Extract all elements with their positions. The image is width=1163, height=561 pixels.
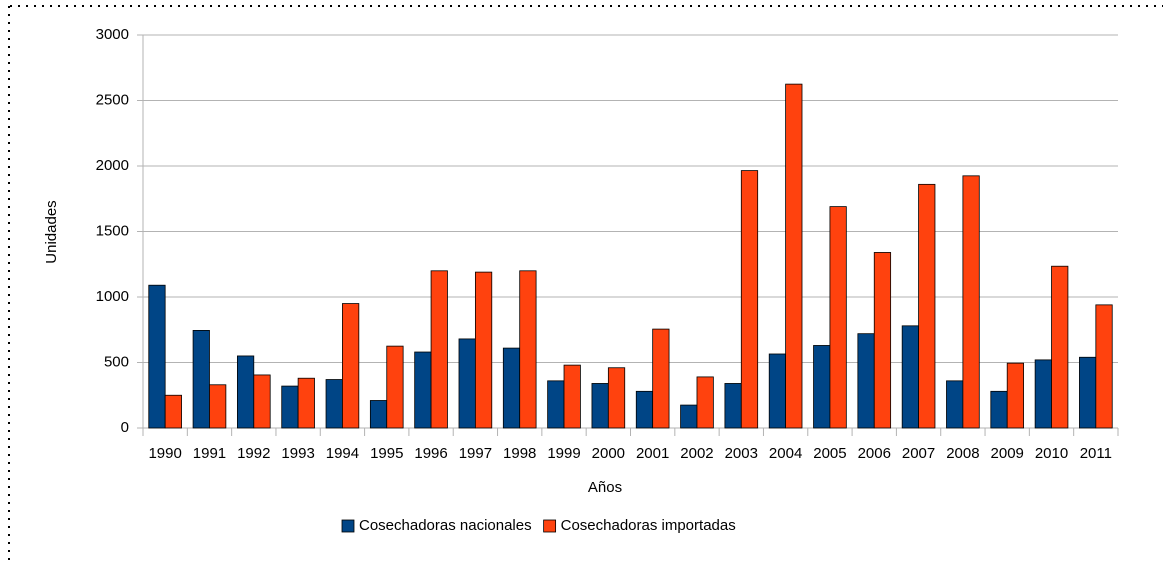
y-axis-label: Unidades bbox=[43, 200, 60, 263]
bar bbox=[563, 364, 581, 429]
bar bbox=[829, 206, 847, 429]
bar bbox=[458, 338, 476, 429]
bar bbox=[502, 347, 521, 429]
bar bbox=[607, 367, 626, 429]
bar bbox=[901, 325, 919, 429]
bar bbox=[1051, 265, 1069, 429]
x-tick-label: 1998 bbox=[503, 445, 536, 462]
bar bbox=[519, 270, 537, 429]
x-tick-label: 2010 bbox=[1035, 445, 1068, 462]
y-tick-label: 1500 bbox=[96, 222, 129, 239]
bar bbox=[281, 385, 299, 429]
bar bbox=[857, 333, 875, 429]
bar bbox=[430, 270, 448, 429]
x-tick-label: 2011 bbox=[1080, 445, 1112, 462]
x-tick-label: 2004 bbox=[769, 445, 802, 462]
legend-swatch bbox=[543, 519, 557, 533]
x-tick-label: 2006 bbox=[858, 445, 891, 462]
bar bbox=[386, 345, 404, 429]
bar bbox=[342, 303, 360, 429]
bar bbox=[1095, 304, 1113, 429]
bar bbox=[768, 353, 787, 429]
bar bbox=[740, 170, 759, 429]
bar bbox=[209, 384, 227, 429]
y-tick-label: 0 bbox=[121, 419, 129, 436]
x-tick-label: 2007 bbox=[902, 445, 935, 462]
y-tick-label: 2000 bbox=[96, 157, 129, 174]
bar bbox=[547, 380, 565, 429]
x-tick-label: 2009 bbox=[991, 445, 1024, 462]
bar bbox=[990, 390, 1008, 429]
x-tick-label: 1990 bbox=[148, 445, 181, 462]
x-tick-label: 2000 bbox=[592, 445, 625, 462]
bar bbox=[164, 394, 182, 429]
x-tick-label: 1994 bbox=[326, 445, 359, 462]
x-tick-label: 1996 bbox=[414, 445, 447, 462]
y-tick-label: 2500 bbox=[96, 91, 129, 108]
y-tick-label: 3000 bbox=[96, 26, 129, 43]
bar bbox=[148, 284, 166, 429]
bar bbox=[785, 83, 803, 429]
legend-label: Cosechadoras importadas bbox=[561, 517, 736, 534]
x-tick-label: 1999 bbox=[547, 445, 580, 462]
bar bbox=[962, 175, 980, 429]
bar bbox=[918, 183, 936, 429]
x-tick-label: 1991 bbox=[193, 445, 226, 462]
bar bbox=[591, 383, 609, 429]
bar bbox=[1034, 359, 1052, 429]
bar bbox=[1006, 362, 1025, 429]
bar bbox=[192, 330, 210, 429]
x-tick-label: 2002 bbox=[680, 445, 713, 462]
bar bbox=[1079, 356, 1097, 429]
x-tick-label: 1995 bbox=[370, 445, 403, 462]
bar bbox=[474, 271, 493, 429]
bar bbox=[696, 376, 714, 429]
legend-swatch bbox=[341, 519, 355, 533]
bar bbox=[652, 328, 670, 429]
bar bbox=[297, 377, 315, 429]
x-tick-label: 2003 bbox=[725, 445, 758, 462]
bar bbox=[236, 355, 255, 429]
legend-label: Cosechadoras nacionales bbox=[359, 517, 532, 534]
x-tick-label: 1993 bbox=[281, 445, 314, 462]
bar bbox=[946, 380, 964, 429]
bar bbox=[253, 374, 271, 429]
x-tick-label: 2008 bbox=[946, 445, 979, 462]
bar bbox=[680, 404, 698, 429]
x-tick-label: 1997 bbox=[459, 445, 492, 462]
bar bbox=[813, 345, 831, 429]
x-axis-label: Años bbox=[588, 479, 622, 496]
bar bbox=[369, 400, 388, 429]
y-tick-label: 500 bbox=[104, 353, 129, 370]
bar bbox=[724, 383, 742, 429]
bar bbox=[873, 252, 892, 429]
x-tick-label: 2005 bbox=[813, 445, 846, 462]
bar bbox=[414, 351, 432, 429]
y-tick-label: 1000 bbox=[96, 288, 129, 305]
x-tick-label: 2001 bbox=[636, 445, 669, 462]
bar bbox=[635, 390, 654, 429]
bar bbox=[325, 379, 343, 429]
x-tick-label: 1992 bbox=[237, 445, 270, 462]
